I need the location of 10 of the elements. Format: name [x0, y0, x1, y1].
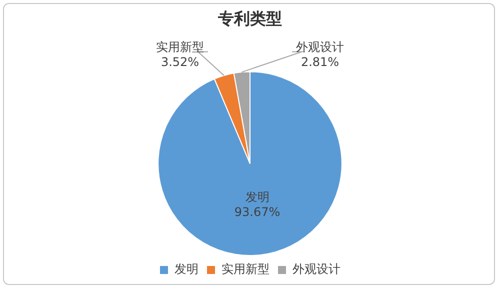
legend-label: 实用新型 — [222, 262, 270, 276]
slice-label: 实用新型 — [156, 40, 204, 54]
legend-label: 外观设计 — [292, 262, 340, 276]
data-label: 93.67% — [234, 204, 280, 219]
data-label: 2.81% — [300, 54, 340, 69]
slice-label: 外观设计 — [296, 40, 344, 54]
legend-label: 发明 — [174, 262, 198, 276]
data-label: 3.52% — [160, 54, 200, 69]
chart-title: 专利类型 — [217, 8, 282, 28]
slice-label: 发明 — [245, 190, 270, 204]
